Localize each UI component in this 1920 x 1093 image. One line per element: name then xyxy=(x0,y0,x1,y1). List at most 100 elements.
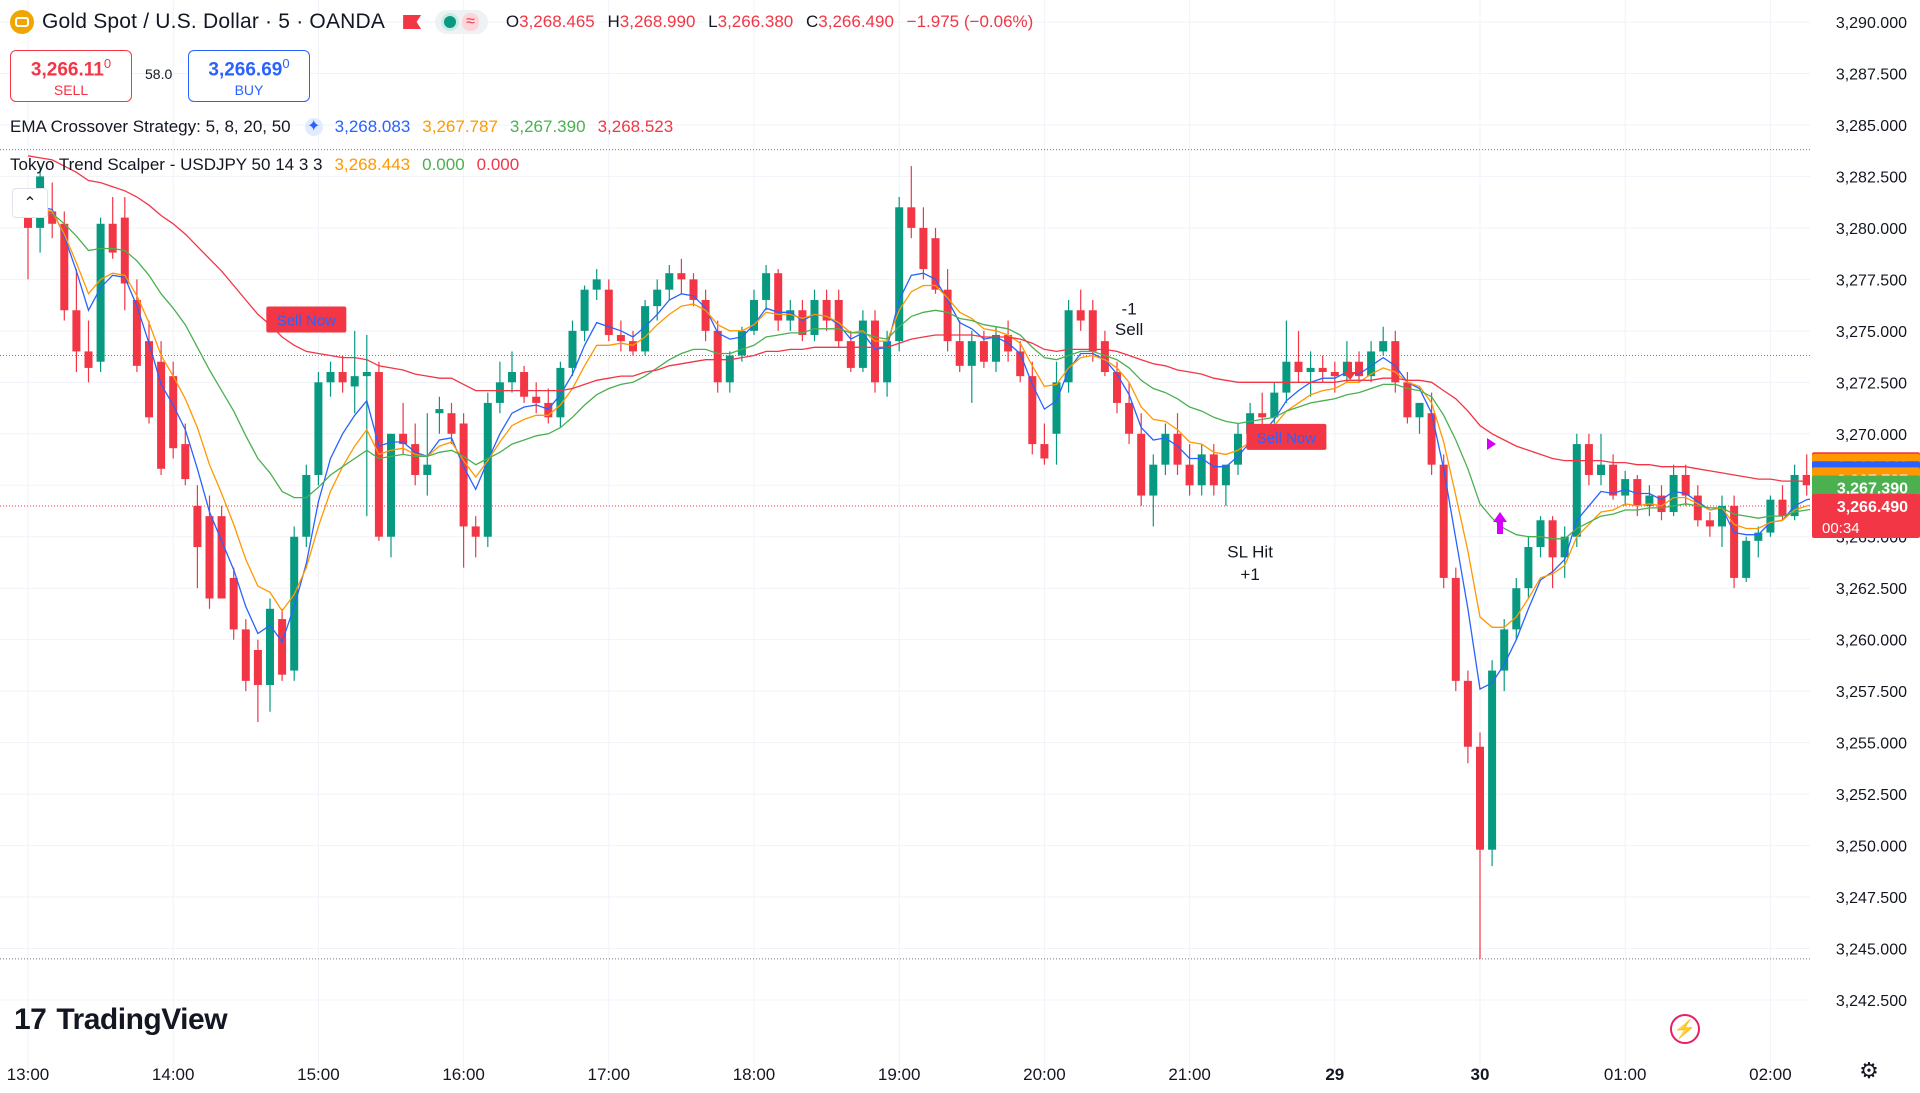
scalper-value-1: 3,268.443 xyxy=(334,155,411,174)
chevron-up-icon: ⌃ xyxy=(23,195,37,212)
candle-body xyxy=(1560,536,1569,558)
change-value: −1.975 (−0.06%) xyxy=(906,12,1034,31)
time-axis-tick: 16:00 xyxy=(442,1065,485,1084)
close-label: C xyxy=(806,12,819,31)
price-axis-tick: 3,270.000 xyxy=(1836,427,1907,444)
market-status-pill[interactable]: ≈ xyxy=(435,10,488,34)
candle-body xyxy=(1524,547,1533,589)
candle-body xyxy=(1609,464,1618,496)
candle-body xyxy=(1476,746,1484,850)
candle-body xyxy=(798,310,807,335)
sell-button[interactable]: 3,266.110 SELL xyxy=(10,50,132,102)
price-axis-tick: 3,287.500 xyxy=(1836,66,1907,83)
indicator-name[interactable]: Tokyo Trend Scalper - USDJPY 50 14 3 3 xyxy=(10,155,323,174)
candle-body xyxy=(1355,361,1363,377)
candle-body xyxy=(1306,367,1315,373)
candle-body xyxy=(48,211,57,224)
price-tag-text: 3,267.390 xyxy=(1837,481,1908,498)
signal-label-box xyxy=(1246,423,1327,450)
signal-annotation-text: +1 xyxy=(1240,565,1259,584)
chart-settings-gear-icon[interactable]: ⚙ xyxy=(1859,1058,1879,1083)
candle-body xyxy=(471,526,480,537)
ema-line-ema-8 xyxy=(27,208,1831,628)
grid-layer xyxy=(0,0,1810,1070)
candle-body xyxy=(302,474,311,537)
entry-marker-icon xyxy=(1487,438,1496,450)
candle-body xyxy=(1246,413,1255,434)
time-axis-tick: 17:00 xyxy=(588,1065,631,1084)
tradingview-logo[interactable]: 17 TradingView xyxy=(14,1003,228,1037)
low-value: 3,266.380 xyxy=(717,12,794,31)
candle-body xyxy=(145,341,153,418)
candle-body xyxy=(423,464,432,475)
buy-arrow-icon xyxy=(1493,512,1507,534)
candle-body xyxy=(580,289,589,331)
candle-body xyxy=(1693,495,1702,521)
indicator-legend-scalper[interactable]: Tokyo Trend Scalper - USDJPY 50 14 3 3 3… xyxy=(10,155,519,175)
candle-body xyxy=(1645,495,1654,506)
price-axis-tick: 3,252.500 xyxy=(1836,787,1907,804)
candle-body xyxy=(1730,505,1739,578)
price-axis-tick: 3,255.000 xyxy=(1836,736,1907,753)
candle-body xyxy=(314,382,323,475)
price-axis-tick: 3,257.500 xyxy=(1836,684,1907,701)
candle-body xyxy=(1088,310,1097,352)
price-axis-tick: 3,260.000 xyxy=(1836,633,1907,650)
candle-body xyxy=(556,367,565,418)
candle-body xyxy=(253,649,262,685)
candle-body xyxy=(1572,444,1581,537)
indicator-name[interactable]: EMA Crossover Strategy: 5, 8, 20, 50 xyxy=(10,117,291,136)
price-axis-tick: 3,272.500 xyxy=(1836,375,1907,392)
candle-body xyxy=(459,423,468,527)
candle-body xyxy=(1294,361,1303,373)
candle-body xyxy=(1778,499,1787,517)
time-axis-tick: 01:00 xyxy=(1604,1065,1647,1084)
candle-body xyxy=(1718,505,1726,527)
candle-body xyxy=(725,355,734,383)
candle-body xyxy=(1391,341,1400,383)
candle-body xyxy=(241,629,250,681)
ema5-value: 3,268.083 xyxy=(334,117,411,136)
flag-icon[interactable] xyxy=(403,15,422,29)
candle-body xyxy=(1282,361,1291,393)
candle-body xyxy=(1113,372,1121,403)
candle-body xyxy=(96,223,105,362)
candle-body xyxy=(495,382,504,403)
gold-coin-icon xyxy=(10,10,34,34)
candle-body xyxy=(483,402,492,537)
candle-body xyxy=(1040,444,1049,459)
candle-body xyxy=(1367,351,1376,377)
ema20-value: 3,267.390 xyxy=(509,117,586,136)
candle-body xyxy=(1488,670,1497,850)
candle-body xyxy=(883,341,892,383)
wave-icon: ≈ xyxy=(462,13,479,31)
candle-body xyxy=(1016,351,1025,377)
candle-body xyxy=(762,273,771,300)
lightning-icon[interactable]: ⚡ xyxy=(1670,1014,1700,1044)
candle-body xyxy=(1258,413,1267,418)
candle-body xyxy=(193,505,202,548)
candle-body xyxy=(604,289,613,335)
candle-body xyxy=(907,207,916,228)
indicator-legend-ema[interactable]: EMA Crossover Strategy: 5, 8, 20, 50 ✦ 3… xyxy=(10,117,673,137)
candle-body xyxy=(1209,454,1218,486)
candle-body xyxy=(931,238,940,290)
settings-sparkle-icon[interactable]: ✦ xyxy=(304,118,323,136)
collapse-legend-button[interactable]: ⌃ xyxy=(12,188,48,218)
candle-body xyxy=(1234,433,1242,465)
market-open-dot-icon xyxy=(444,16,457,28)
buy-button[interactable]: 3,266.690 BUY xyxy=(188,50,310,102)
candle-body xyxy=(132,299,141,366)
candle-body xyxy=(362,372,371,377)
symbol-title[interactable]: Gold Spot / U.S. Dollar · 5 · OANDA xyxy=(42,10,386,33)
candle-body xyxy=(1052,382,1061,434)
candle-body xyxy=(1633,479,1642,506)
candle-body xyxy=(1657,495,1666,513)
candle-body xyxy=(72,310,81,352)
candle-body xyxy=(108,223,117,253)
candle-body xyxy=(326,372,335,383)
candle-body xyxy=(290,536,299,671)
candle-body xyxy=(1415,402,1424,418)
price-axis-tick: 3,282.500 xyxy=(1836,169,1907,186)
